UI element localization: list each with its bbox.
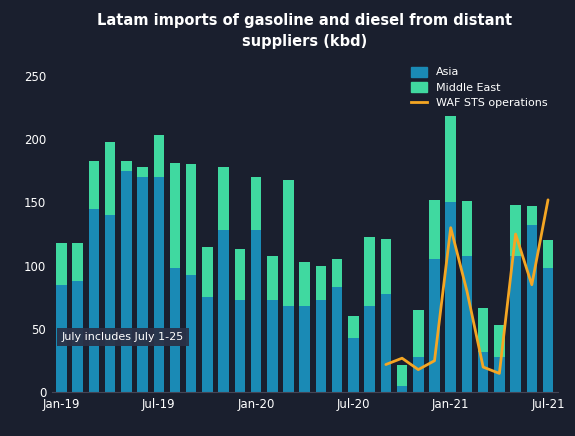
Text: July includes July 1-25: July includes July 1-25 xyxy=(62,332,184,342)
Bar xyxy=(170,268,181,392)
Bar xyxy=(316,266,326,300)
Bar xyxy=(267,255,278,300)
Bar xyxy=(511,255,521,392)
WAF STS operations xyxy=(398,356,405,361)
Bar xyxy=(429,259,440,392)
Bar xyxy=(446,116,456,202)
Bar xyxy=(283,180,294,306)
Bar xyxy=(543,240,553,268)
Title: Latam imports of gasoline and diesel from distant
suppliers (kbd): Latam imports of gasoline and diesel fro… xyxy=(97,13,512,48)
Bar xyxy=(154,177,164,392)
Bar xyxy=(300,262,310,306)
Bar xyxy=(332,259,343,287)
Bar xyxy=(202,247,213,297)
Bar xyxy=(413,310,424,357)
Bar xyxy=(462,201,472,255)
Bar xyxy=(300,306,310,392)
Bar xyxy=(186,164,197,275)
Line: WAF STS operations: WAF STS operations xyxy=(354,200,548,388)
Bar xyxy=(267,300,278,392)
Bar xyxy=(511,205,521,255)
Bar xyxy=(154,135,164,177)
Bar xyxy=(348,338,359,392)
Bar xyxy=(462,255,472,392)
WAF STS operations xyxy=(528,282,535,287)
Bar xyxy=(381,239,391,293)
Bar xyxy=(105,215,116,392)
Bar xyxy=(316,300,326,392)
Bar xyxy=(72,243,83,281)
Bar xyxy=(251,177,262,230)
WAF STS operations xyxy=(350,386,357,391)
Bar xyxy=(218,230,229,392)
Bar xyxy=(89,160,99,209)
Bar xyxy=(137,177,148,392)
WAF STS operations xyxy=(415,367,421,372)
Bar xyxy=(56,285,67,392)
Bar xyxy=(494,325,505,357)
WAF STS operations xyxy=(480,364,486,370)
Bar xyxy=(527,206,537,225)
WAF STS operations xyxy=(382,362,389,367)
Bar xyxy=(89,209,99,392)
Bar xyxy=(105,142,116,215)
Bar xyxy=(543,268,553,392)
Bar xyxy=(121,171,132,392)
Bar xyxy=(56,243,67,285)
Bar xyxy=(332,287,343,392)
WAF STS operations xyxy=(463,289,470,294)
Bar xyxy=(365,237,375,306)
Bar xyxy=(186,275,197,392)
Bar xyxy=(413,357,424,392)
Legend: Asia, Middle East, WAF STS operations: Asia, Middle East, WAF STS operations xyxy=(406,62,552,112)
Bar xyxy=(365,306,375,392)
Bar xyxy=(72,281,83,392)
Bar xyxy=(235,300,245,392)
Bar xyxy=(446,202,456,392)
Bar xyxy=(429,200,440,259)
Bar xyxy=(478,307,488,352)
Bar xyxy=(121,160,132,171)
Bar xyxy=(137,167,148,177)
Bar xyxy=(348,317,359,338)
Bar xyxy=(494,357,505,392)
Bar xyxy=(170,163,181,268)
Bar xyxy=(397,386,407,392)
Bar xyxy=(397,364,407,386)
WAF STS operations xyxy=(545,197,551,202)
WAF STS operations xyxy=(447,225,454,230)
WAF STS operations xyxy=(512,232,519,237)
Bar xyxy=(251,230,262,392)
Bar xyxy=(218,167,229,230)
WAF STS operations xyxy=(496,371,503,376)
Bar xyxy=(478,352,488,392)
WAF STS operations xyxy=(431,358,438,363)
Bar xyxy=(202,297,213,392)
Bar xyxy=(527,225,537,392)
Bar xyxy=(283,306,294,392)
Bar xyxy=(381,293,391,392)
Bar xyxy=(235,249,245,300)
